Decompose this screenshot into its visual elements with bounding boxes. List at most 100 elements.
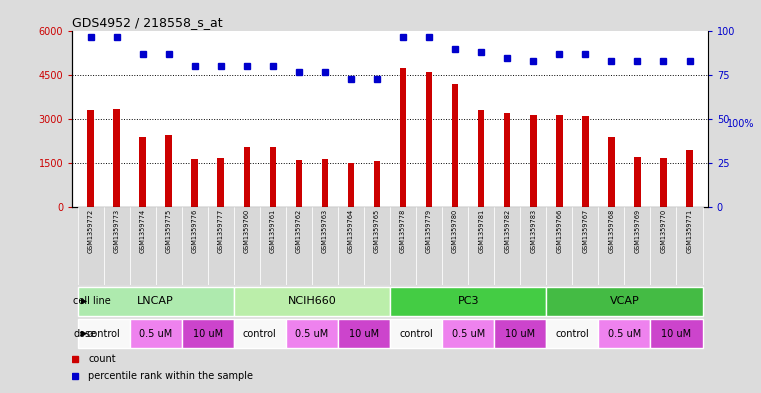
Text: GSM1359771: GSM1359771 <box>686 209 693 253</box>
Bar <box>78 319 129 349</box>
Bar <box>546 319 598 349</box>
Text: count: count <box>88 354 116 364</box>
Bar <box>530 115 537 207</box>
Bar <box>390 319 442 349</box>
Text: control: control <box>87 329 120 339</box>
Text: GSM1359770: GSM1359770 <box>661 209 667 253</box>
Bar <box>374 162 380 207</box>
Bar <box>165 135 172 207</box>
Text: 0.5 uM: 0.5 uM <box>451 329 485 339</box>
Text: 10 uM: 10 uM <box>349 329 379 339</box>
Bar <box>234 207 260 285</box>
Bar <box>295 160 302 207</box>
Text: GSM1359768: GSM1359768 <box>608 209 614 253</box>
Bar <box>208 207 234 285</box>
Text: GSM1359779: GSM1359779 <box>426 209 432 253</box>
Text: GDS4952 / 218558_s_at: GDS4952 / 218558_s_at <box>72 16 223 29</box>
Bar <box>312 207 338 285</box>
Bar <box>624 207 651 285</box>
Bar <box>234 319 286 349</box>
Bar <box>521 207 546 285</box>
Bar <box>651 207 677 285</box>
Text: 10 uM: 10 uM <box>505 329 535 339</box>
Bar <box>390 286 546 316</box>
Text: 10 uM: 10 uM <box>193 329 223 339</box>
Text: GSM1359769: GSM1359769 <box>635 209 641 253</box>
Bar <box>634 157 641 207</box>
Bar <box>598 207 624 285</box>
Text: GSM1359778: GSM1359778 <box>400 209 406 253</box>
Bar <box>218 158 224 207</box>
Y-axis label: 100%: 100% <box>727 119 754 129</box>
Bar <box>426 72 432 207</box>
Bar <box>269 147 276 207</box>
Text: GSM1359763: GSM1359763 <box>322 209 328 253</box>
Bar <box>192 158 198 207</box>
Bar <box>78 207 103 285</box>
Bar <box>234 286 390 316</box>
Bar <box>442 319 494 349</box>
Text: GSM1359782: GSM1359782 <box>505 209 510 253</box>
Bar <box>129 207 156 285</box>
Text: GSM1359781: GSM1359781 <box>478 209 484 253</box>
Text: control: control <box>243 329 277 339</box>
Text: GSM1359773: GSM1359773 <box>113 209 119 253</box>
Bar <box>286 207 312 285</box>
Text: GSM1359765: GSM1359765 <box>374 209 380 253</box>
Bar <box>468 207 494 285</box>
Text: GSM1359766: GSM1359766 <box>556 209 562 253</box>
Bar <box>103 207 129 285</box>
Bar <box>322 158 328 207</box>
Bar <box>582 116 588 207</box>
Text: percentile rank within the sample: percentile rank within the sample <box>88 371 253 381</box>
Bar <box>182 319 234 349</box>
Text: NCIH660: NCIH660 <box>288 296 336 307</box>
Bar <box>504 113 511 207</box>
Text: GSM1359774: GSM1359774 <box>139 209 145 253</box>
Text: GSM1359767: GSM1359767 <box>582 209 588 253</box>
Bar <box>442 207 468 285</box>
Bar <box>546 286 702 316</box>
Text: GSM1359775: GSM1359775 <box>166 209 172 253</box>
Text: GSM1359783: GSM1359783 <box>530 209 537 253</box>
Bar <box>156 207 182 285</box>
Text: GSM1359761: GSM1359761 <box>270 209 275 253</box>
Bar <box>260 207 286 285</box>
Bar <box>348 163 354 207</box>
Text: GSM1359772: GSM1359772 <box>88 209 94 253</box>
Bar <box>88 110 94 207</box>
Bar <box>598 319 651 349</box>
Bar <box>78 286 234 316</box>
Bar <box>494 207 521 285</box>
Bar <box>113 109 119 207</box>
Bar <box>416 207 442 285</box>
Text: PC3: PC3 <box>457 296 479 307</box>
Bar <box>651 319 702 349</box>
Bar <box>139 137 146 207</box>
Bar <box>182 207 208 285</box>
Text: 0.5 uM: 0.5 uM <box>139 329 172 339</box>
Bar <box>338 319 390 349</box>
Bar <box>390 207 416 285</box>
Bar <box>556 115 562 207</box>
Text: GSM1359780: GSM1359780 <box>452 209 458 253</box>
Bar <box>400 68 406 207</box>
Bar <box>686 150 693 207</box>
Bar <box>677 207 702 285</box>
Bar <box>608 137 615 207</box>
Bar <box>286 319 338 349</box>
Bar <box>129 319 182 349</box>
Text: control: control <box>400 329 433 339</box>
Text: GSM1359776: GSM1359776 <box>192 209 198 253</box>
Bar <box>338 207 364 285</box>
Text: GSM1359764: GSM1359764 <box>348 209 354 253</box>
Text: LNCAP: LNCAP <box>137 296 174 307</box>
Text: 10 uM: 10 uM <box>661 329 692 339</box>
Bar <box>661 158 667 207</box>
Text: cell line: cell line <box>73 296 111 307</box>
Bar <box>494 319 546 349</box>
Bar <box>244 147 250 207</box>
Text: GSM1359777: GSM1359777 <box>218 209 224 253</box>
Text: GSM1359760: GSM1359760 <box>244 209 250 253</box>
Bar <box>572 207 598 285</box>
